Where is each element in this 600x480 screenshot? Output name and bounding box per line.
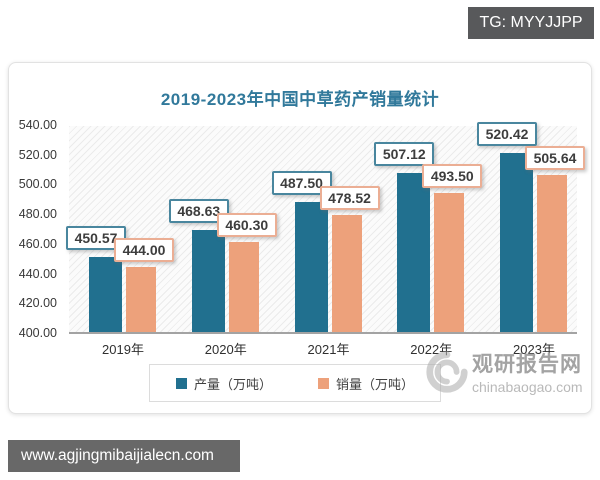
watermark-name: 观研报告网 bbox=[472, 353, 582, 376]
bar-sales bbox=[537, 175, 567, 332]
legend-swatch-production bbox=[175, 377, 187, 389]
x-tick-label: 2021年 bbox=[307, 342, 350, 357]
legend-item-sales: 销量（万吨） bbox=[318, 374, 414, 393]
legend-label-sales: 销量（万吨） bbox=[336, 376, 415, 392]
chart-legend: 产量（万吨） 销量（万吨） bbox=[149, 364, 441, 402]
tg-badge-label: TG: MYYJJPP bbox=[479, 14, 583, 31]
watermark-domain: chinabaogao.com bbox=[472, 379, 583, 395]
y-tick-label: 480.00 bbox=[18, 207, 57, 222]
bar-sales bbox=[228, 242, 259, 332]
value-label-sales: 505.64 bbox=[525, 146, 585, 171]
plot-area: 450.57 444.00 468.63 460.30 487.50 478.52 507.… bbox=[66, 122, 585, 334]
y-tick-label: 460.00 bbox=[18, 236, 57, 251]
y-axis: 540.00 520.00 500.00 480.00 460.00 440.00 420.… bbox=[11, 118, 63, 340]
watermark-swirl-icon bbox=[426, 350, 468, 393]
watermark: 观研报告网 chinabaogao.com bbox=[424, 348, 594, 395]
x-tick-label: 2023年 bbox=[513, 342, 555, 357]
bar-sales bbox=[331, 215, 362, 332]
y-tick-label: 400.00 bbox=[18, 326, 57, 340]
value-label-production: 487.50 bbox=[271, 171, 332, 195]
bar-sales bbox=[126, 266, 156, 332]
bar-production bbox=[294, 202, 328, 332]
bar-production bbox=[397, 172, 431, 332]
x-tick-label: 2020年 bbox=[204, 342, 247, 357]
y-tick-label: 520.00 bbox=[18, 147, 57, 162]
value-label-sales: 444.00 bbox=[114, 237, 174, 262]
value-label-production: 520.42 bbox=[477, 122, 537, 147]
y-tick-label: 500.00 bbox=[18, 177, 57, 192]
chart-title: 2019-2023年中国中草药产销量统计 bbox=[160, 90, 440, 109]
bar-production bbox=[191, 230, 225, 332]
bar-sales bbox=[434, 193, 465, 332]
value-label-production: 507.12 bbox=[374, 141, 435, 166]
legend-label-production: 产量（万吨） bbox=[193, 376, 272, 392]
y-tick-label: 440.00 bbox=[18, 266, 57, 281]
value-label-sales: 460.30 bbox=[216, 213, 277, 238]
bar-production bbox=[89, 256, 122, 332]
y-tick-label: 540.00 bbox=[18, 118, 57, 132]
legend-item-production: 产量（万吨） bbox=[175, 374, 272, 393]
footer-url: www.agjingmibaijialecn.com bbox=[21, 447, 214, 464]
chart-card: 2019-2023年中国中草药产销量统计 540.00 520.00 500.00 4… bbox=[8, 62, 592, 414]
x-axis: 2019年 2020年 2021年 2022年 2023年 bbox=[69, 339, 577, 357]
x-tick-label: 2019年 bbox=[102, 342, 144, 357]
value-label-sales: 493.50 bbox=[422, 164, 483, 189]
tg-badge: TG: MYYJJPP bbox=[468, 7, 594, 39]
y-tick-label: 420.00 bbox=[18, 296, 57, 311]
bar-production bbox=[500, 153, 533, 332]
legend-swatch-sales bbox=[318, 377, 329, 389]
footer-url-bar: www.agjingmibaijialecn.com bbox=[8, 440, 240, 472]
value-label-sales: 478.52 bbox=[319, 186, 380, 211]
